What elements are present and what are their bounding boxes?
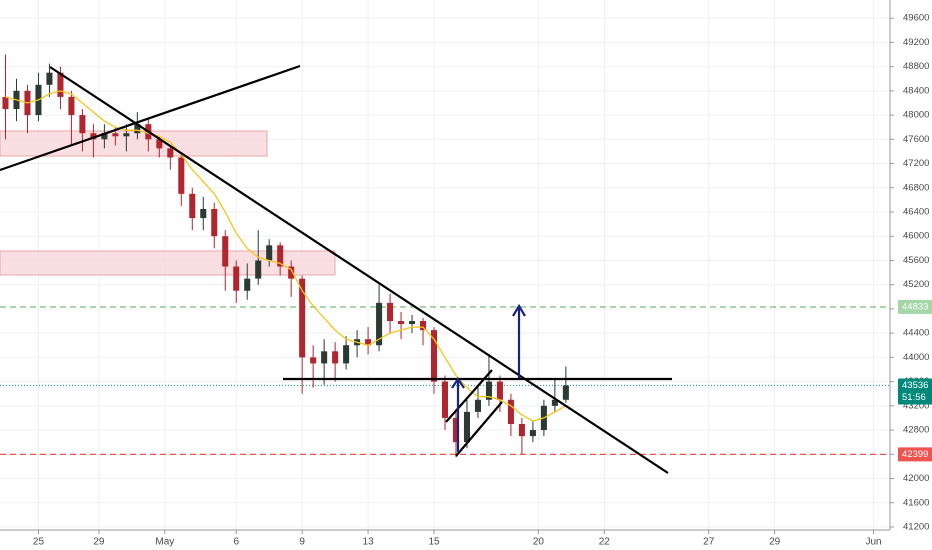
candle-body [441, 381, 449, 418]
candle-body [2, 96, 9, 110]
candle-body [244, 278, 251, 291]
candle-body [79, 115, 86, 134]
y-tick-label: 45600 [903, 255, 929, 266]
candle-body [518, 424, 525, 437]
candle-body [167, 148, 174, 158]
candle-body [409, 321, 416, 325]
x-tick-label: 9 [299, 537, 305, 548]
candle-body [46, 72, 53, 85]
y-tick-label: 42000 [903, 473, 929, 484]
y-tick-label: 44000 [903, 352, 929, 363]
axes: 4120041600420004240042800432004360044000… [33, 13, 932, 548]
flag-line [445, 369, 493, 423]
candle-body [332, 351, 339, 364]
price-tag-label: 44833 [902, 301, 928, 312]
price-tag [898, 299, 932, 314]
x-tick-label: Jun [865, 537, 881, 548]
candle-body [551, 399, 558, 406]
candle-body [112, 133, 119, 137]
y-tick-label: 46400 [903, 207, 929, 218]
y-tick-label: 43200 [903, 400, 929, 411]
x-tick-label: 29 [93, 537, 105, 548]
candle-body [343, 345, 350, 364]
candle-body [376, 302, 383, 346]
candle-body [200, 208, 207, 219]
y-tick-label: 48800 [903, 61, 929, 72]
candle-body [178, 157, 185, 194]
candle-body [90, 133, 97, 140]
arrow-head [451, 377, 465, 389]
x-tick-label: 25 [33, 537, 45, 548]
candle-body [277, 245, 284, 267]
candle-body [321, 351, 328, 364]
y-tick-label: 44400 [903, 328, 929, 339]
arrows [451, 303, 526, 452]
candle-body [485, 381, 492, 400]
grid [0, 0, 890, 530]
candle-body [365, 339, 372, 346]
candle-body [562, 385, 569, 400]
candle-body [463, 411, 470, 443]
candle-body [233, 266, 240, 291]
candle-body [529, 430, 536, 437]
price-tag [898, 447, 932, 462]
drawings [0, 64, 672, 474]
price-tag-label: 43536 [902, 380, 928, 391]
y-tick-label: 46800 [903, 182, 929, 193]
candle-body [123, 133, 130, 137]
x-tick-label: 27 [703, 537, 715, 548]
candle-body [496, 381, 503, 400]
y-tick-label: 41200 [903, 521, 929, 532]
y-tick-label: 48000 [903, 110, 929, 121]
candle-body [222, 236, 229, 267]
x-tick-label: 29 [769, 537, 781, 548]
x-tick-label: 6 [233, 537, 239, 548]
countdown: 51:56 [902, 392, 926, 403]
candle-body [211, 208, 218, 237]
candle-body [507, 399, 514, 424]
candle-body [299, 278, 306, 358]
y-tick-label: 45200 [903, 279, 929, 290]
candle-body [474, 399, 481, 412]
candle-body [420, 321, 427, 331]
candle-body [310, 357, 317, 364]
candle-body [134, 124, 141, 134]
candle-body [452, 417, 460, 443]
candle-body [387, 302, 394, 322]
trend-line [0, 64, 301, 172]
y-tick-label: 46000 [903, 231, 929, 242]
y-tick-label: 49600 [903, 13, 929, 24]
x-tick-label: 20 [533, 537, 545, 548]
candle-body [255, 260, 262, 279]
candle-body [430, 330, 438, 382]
candle-body [398, 321, 405, 325]
candle-body [101, 133, 108, 140]
candle-body [288, 266, 295, 279]
x-tick-label: 22 [599, 537, 611, 548]
arrow-head [512, 303, 526, 317]
x-tick-label: May [155, 537, 174, 548]
zone [0, 130, 268, 157]
zone [0, 250, 336, 276]
y-tick-label: 42800 [903, 425, 929, 436]
candle-body [156, 139, 163, 149]
y-tick-label: 47600 [903, 134, 929, 145]
price-tag-label: 42399 [902, 449, 928, 460]
y-tick-label: 47200 [903, 158, 929, 169]
flag-line [455, 401, 503, 457]
candle-body [68, 96, 75, 116]
candle-body [57, 72, 64, 97]
trend-line [49, 66, 669, 474]
candles [2, 54, 569, 458]
x-tick-label: 13 [363, 537, 375, 548]
x-tick-label: 15 [428, 537, 440, 548]
price-tag [898, 378, 932, 405]
candle-body [189, 193, 196, 219]
candle-body [266, 245, 273, 261]
y-tick-label: 48400 [903, 85, 929, 96]
y-tick-label: 49200 [903, 37, 929, 48]
y-tick-label: 41600 [903, 497, 929, 508]
